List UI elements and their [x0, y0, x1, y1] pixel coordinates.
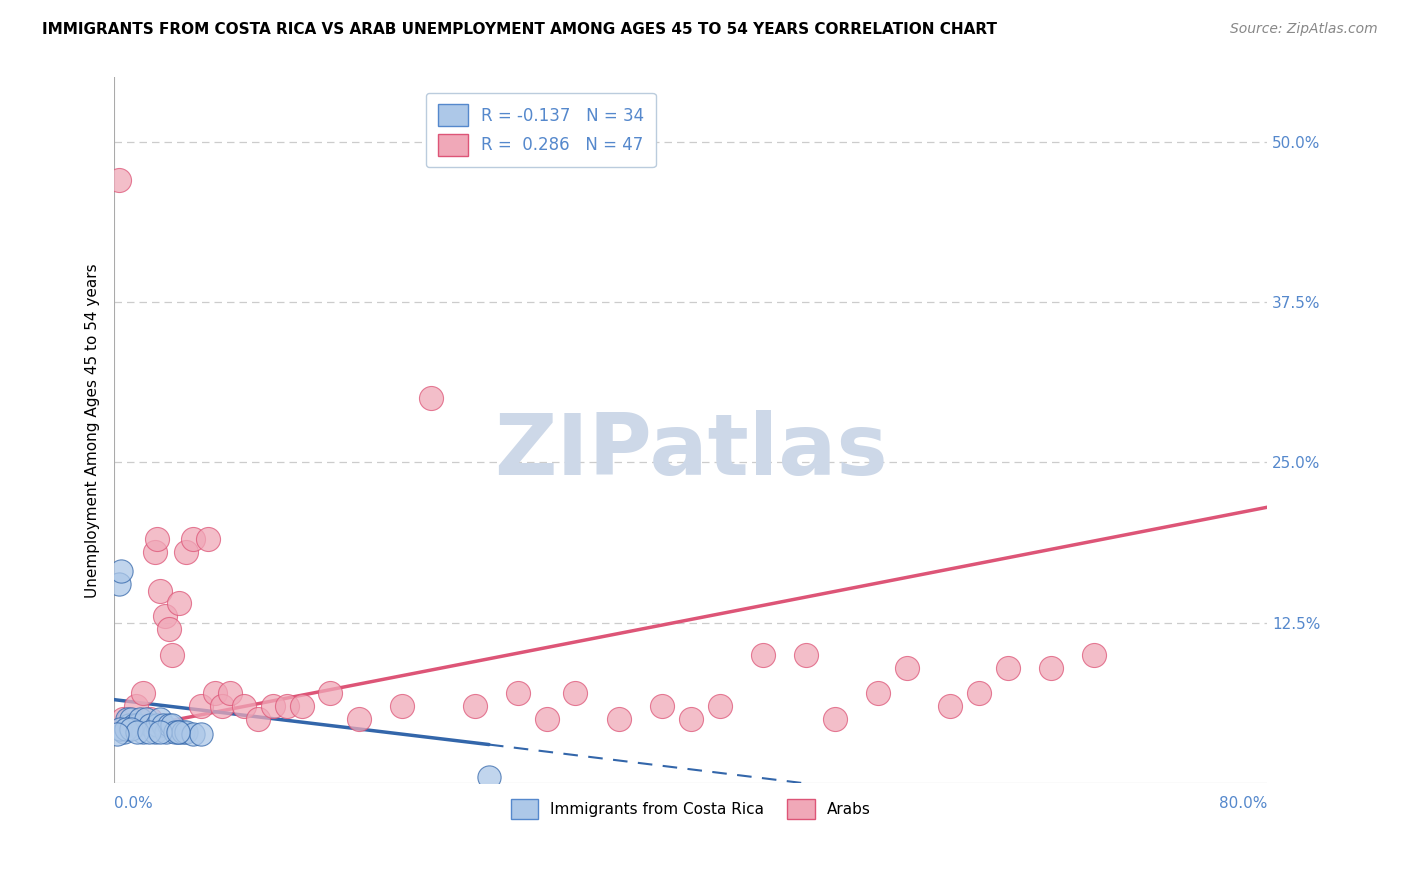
Point: [794, 648, 817, 662]
Point: [114, 722, 136, 736]
Point: [190, 727, 212, 741]
Point: [183, 533, 205, 547]
Point: [276, 699, 298, 714]
Point: [166, 724, 188, 739]
Point: [290, 699, 312, 714]
Point: [132, 724, 155, 739]
Point: [607, 712, 630, 726]
Point: [174, 545, 197, 559]
Point: [349, 712, 371, 726]
Point: [167, 724, 190, 739]
Point: [108, 722, 131, 736]
Text: 80.0%: 80.0%: [1219, 796, 1267, 811]
Point: [155, 724, 177, 739]
Point: [157, 622, 180, 636]
Point: [204, 686, 226, 700]
Point: [218, 686, 240, 700]
Point: [149, 583, 172, 598]
Point: [135, 712, 157, 726]
Point: [160, 718, 183, 732]
Point: [149, 712, 172, 726]
Point: [157, 718, 180, 732]
Point: [967, 686, 990, 700]
Point: [197, 533, 219, 547]
Point: [167, 596, 190, 610]
Point: [478, 770, 501, 784]
Point: [536, 712, 558, 726]
Point: [138, 724, 160, 739]
Point: [172, 724, 194, 739]
Point: [651, 699, 673, 714]
Point: [111, 712, 134, 726]
Point: [183, 727, 205, 741]
Point: [939, 699, 962, 714]
Point: [319, 686, 342, 700]
Point: [124, 718, 146, 732]
Point: [997, 660, 1019, 674]
Point: [709, 699, 731, 714]
Point: [153, 609, 176, 624]
Point: [121, 712, 143, 726]
Text: Source: ZipAtlas.com: Source: ZipAtlas.com: [1230, 22, 1378, 37]
Point: [149, 724, 172, 739]
Point: [232, 699, 254, 714]
Point: [139, 718, 162, 732]
Point: [107, 577, 129, 591]
Point: [125, 699, 148, 714]
Point: [211, 699, 233, 714]
Y-axis label: Unemployment Among Ages 45 to 54 years: Unemployment Among Ages 45 to 54 years: [86, 263, 100, 598]
Point: [117, 712, 139, 726]
Point: [117, 718, 139, 732]
Point: [121, 722, 143, 736]
Point: [262, 699, 284, 714]
Point: [506, 686, 529, 700]
Point: [163, 724, 186, 739]
Point: [174, 724, 197, 739]
Point: [896, 660, 918, 674]
Point: [247, 712, 270, 726]
Point: [132, 686, 155, 700]
Point: [868, 686, 890, 700]
Point: [190, 699, 212, 714]
Point: [824, 712, 846, 726]
Point: [564, 686, 586, 700]
Point: [752, 648, 775, 662]
Point: [1083, 648, 1105, 662]
Point: [420, 391, 443, 405]
Point: [112, 724, 135, 739]
Point: [105, 727, 128, 741]
Point: [129, 712, 152, 726]
Point: [146, 533, 169, 547]
Point: [679, 712, 702, 726]
Text: ZIPatlas: ZIPatlas: [494, 410, 887, 493]
Text: IMMIGRANTS FROM COSTA RICA VS ARAB UNEMPLOYMENT AMONG AGES 45 TO 54 YEARS CORREL: IMMIGRANTS FROM COSTA RICA VS ARAB UNEMP…: [42, 22, 997, 37]
Point: [115, 712, 138, 726]
Point: [160, 648, 183, 662]
Point: [1040, 660, 1063, 674]
Point: [127, 724, 149, 739]
Point: [146, 718, 169, 732]
Point: [143, 545, 166, 559]
Point: [143, 724, 166, 739]
Text: 0.0%: 0.0%: [114, 796, 153, 811]
Point: [391, 699, 413, 714]
Point: [464, 699, 486, 714]
Point: [152, 718, 174, 732]
Legend: Immigrants from Costa Rica, Arabs: Immigrants from Costa Rica, Arabs: [505, 793, 877, 825]
Point: [139, 712, 162, 726]
Point: [127, 718, 149, 732]
Point: [107, 173, 129, 187]
Point: [110, 565, 132, 579]
